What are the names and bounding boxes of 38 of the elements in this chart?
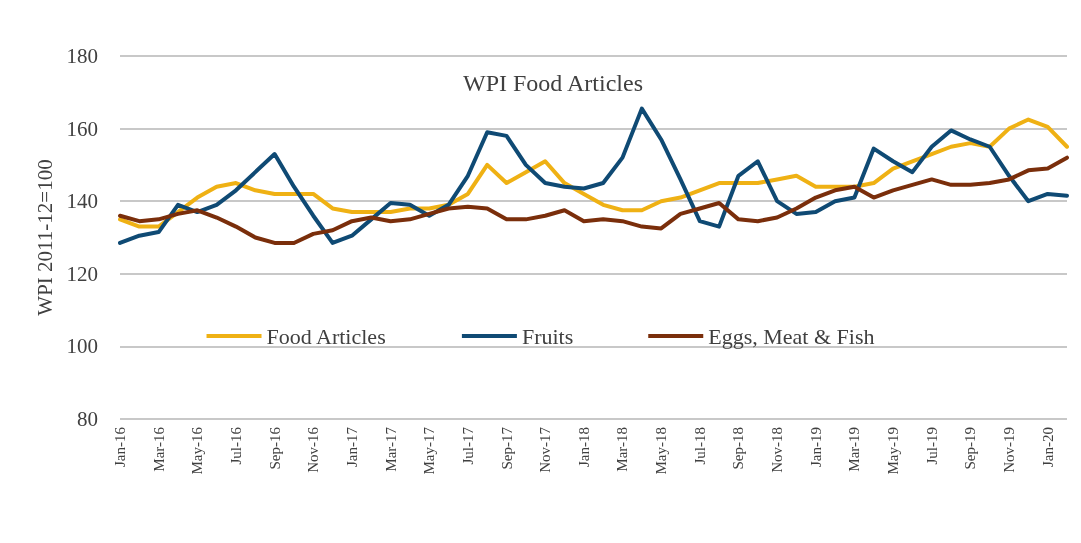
x-tick-label: Jan-19 [807,427,824,467]
line-series [118,155,1069,245]
x-tick-label: May-17 [421,426,438,475]
y-tick-label: 160 [66,116,98,141]
x-tick-label: May-18 [653,427,670,475]
x-tick-label: Mar-17 [382,426,399,472]
x-tick-label: Jul-17 [459,426,476,465]
x-tick-label: May-19 [885,427,902,475]
x-tick-label: Nov-19 [1001,427,1018,473]
y-tick-label: 80 [77,407,98,431]
x-tick-label: Jul-18 [691,427,708,465]
legend-label: Fruits [521,323,574,349]
y-tick-label: 100 [66,334,98,359]
x-tick-label: Sep-18 [730,427,747,470]
x-tick-label: Mar-18 [614,427,631,472]
x-tick-label: Sep-16 [266,426,283,470]
x-tick-label: Jan-17 [343,426,360,467]
y-axis-title: WPI 2011-12=100 [33,159,58,316]
x-tick-label: Nov-18 [769,427,786,473]
x-tick-label: Sep-17 [498,426,515,470]
x-tick-label: Jan-18 [575,427,592,467]
legend-label: Food Articles [266,323,386,349]
x-tick-label: Sep-19 [962,427,979,470]
text: WPI Food Articles [463,70,643,96]
x-tick-label: Nov-16 [305,426,322,473]
y-tick-label: 140 [66,189,98,214]
x-tick-label: Jul-19 [923,427,940,465]
x-tick-label: Nov-17 [537,426,554,473]
x-tick-label: May-16 [189,426,206,475]
x-tick-label: Jan-16 [112,426,128,467]
x-tick-label: Mar-16 [150,426,167,472]
x-tick-label: Jul-16 [227,426,244,465]
line-series [118,106,1069,245]
y-tick-label: 120 [66,261,98,286]
x-tick-label: Mar-19 [846,427,863,472]
y-tick-label: 180 [66,44,98,68]
x-tick-label: Jan-20 [1039,427,1056,467]
legend-label: Eggs, Meat & Fish [708,323,875,349]
